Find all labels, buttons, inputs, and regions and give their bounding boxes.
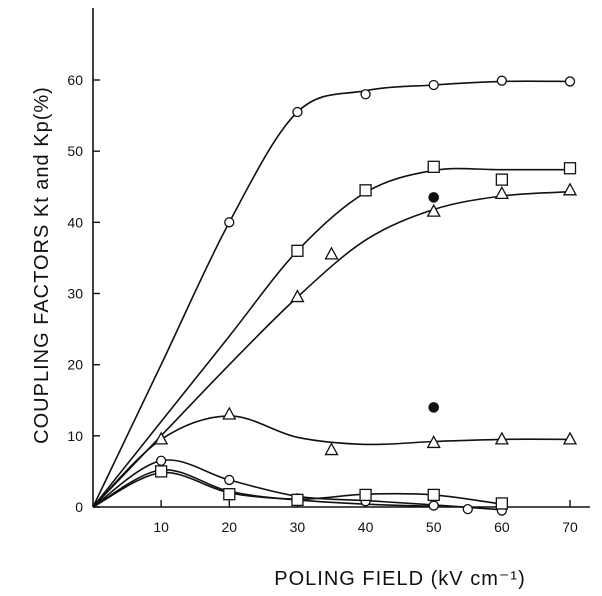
square-marker [359, 184, 372, 197]
x-tick-label: 40 [358, 519, 374, 535]
circle-marker [155, 455, 167, 466]
triangle-marker [154, 431, 169, 445]
circle-marker [496, 75, 508, 86]
circle-marker [428, 79, 439, 91]
series-markers [154, 75, 578, 516]
x-tick-label: 20 [221, 519, 237, 535]
square-marker [359, 488, 372, 502]
circle-marker [224, 217, 235, 228]
square-marker [154, 465, 168, 478]
triangle-marker [324, 442, 339, 456]
square-marker [495, 173, 509, 186]
y-axis-title: COUPLING FACTORS Kt and Kp(%) [31, 86, 53, 444]
y-tick-label: 30 [67, 286, 83, 302]
y-tick-label: 60 [67, 72, 83, 88]
square-marker [427, 160, 440, 173]
circle-marker [564, 76, 576, 87]
square-marker [427, 488, 440, 502]
y-tick-label: 0 [75, 499, 83, 515]
x-axis-title: POLING FIELD (kV cm⁻¹) [274, 568, 525, 590]
triangle-marker [562, 182, 578, 196]
x-ticks: 10 20 30 40 50 60 70 [153, 500, 578, 535]
x-tick-label: 50 [426, 519, 442, 535]
y-tick-label: 20 [67, 357, 83, 373]
square-marker [291, 493, 304, 507]
circle-marker [224, 474, 235, 486]
x-tick-label: 60 [494, 519, 510, 535]
triangle-marker [426, 435, 441, 449]
series-curve-2 [92, 167, 571, 508]
triangle-marker [562, 431, 578, 445]
square-marker [223, 488, 236, 501]
triangle-marker [494, 186, 509, 200]
x-tick-label: 30 [290, 519, 306, 535]
series-curve-3 [92, 190, 571, 508]
filled-circle-marker [428, 192, 440, 203]
square-marker [291, 244, 304, 257]
y-ticks: 0 10 20 30 40 50 60 [67, 72, 100, 515]
x-tick-label: 70 [562, 519, 578, 535]
circle-marker [462, 503, 473, 515]
y-tick-label: 10 [67, 428, 83, 444]
triangle-marker [222, 406, 237, 420]
circle-marker [360, 89, 371, 100]
series-curve-8 [92, 471, 434, 508]
square-marker [563, 162, 577, 175]
y-tick-label: 50 [67, 143, 83, 159]
triangle-marker [324, 246, 339, 260]
circle-marker [428, 500, 439, 511]
triangle-marker [290, 289, 305, 303]
triangle-marker [426, 203, 441, 217]
triangle-marker [494, 431, 509, 445]
square-marker [495, 497, 509, 510]
x-tick-label: 10 [153, 519, 169, 535]
filled-circle-marker [428, 402, 440, 413]
y-tick-label: 40 [67, 214, 83, 230]
circle-marker [292, 106, 303, 118]
